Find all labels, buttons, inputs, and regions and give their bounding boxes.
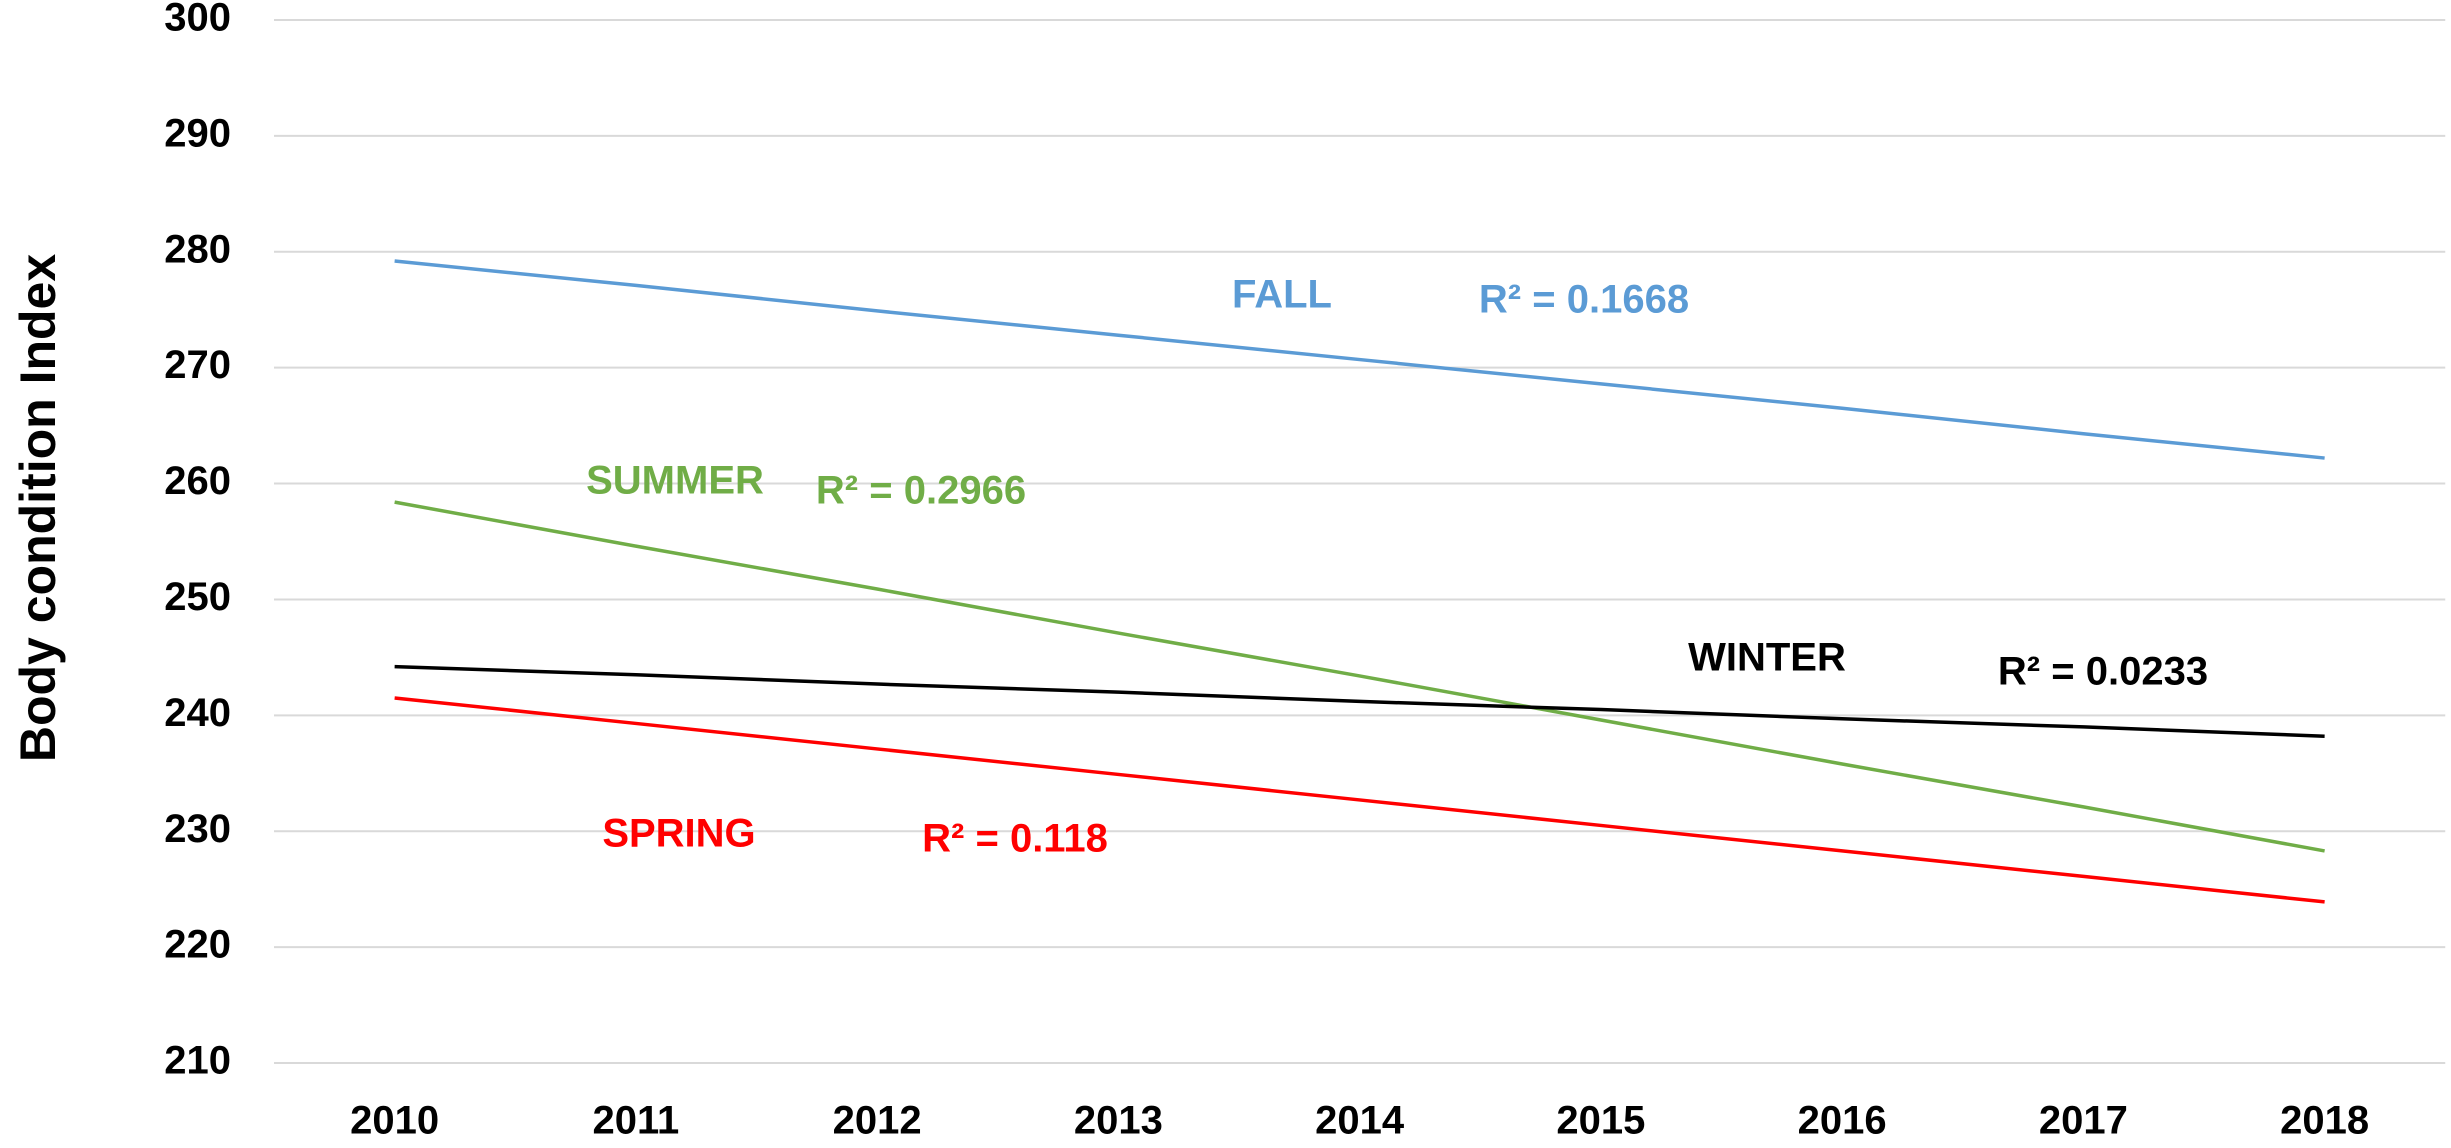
series-label: FALL — [1232, 273, 1332, 317]
y-tick-label: 230 — [164, 807, 231, 851]
x-tick-label: 2016 — [1798, 1099, 1887, 1143]
series-label: WINTER — [1688, 636, 1846, 680]
x-tick-label: 2013 — [1074, 1099, 1163, 1143]
x-tick-label: 2011 — [592, 1099, 679, 1143]
y-tick-label: 260 — [164, 459, 231, 503]
series-label: SPRING — [602, 812, 755, 856]
y-tick-label: 250 — [164, 575, 231, 619]
x-tick-label: 2012 — [833, 1099, 922, 1143]
y-tick-label: 270 — [164, 343, 231, 387]
r2-label: R² = 0.2966 — [816, 469, 1026, 513]
y-tick-label: 210 — [164, 1039, 231, 1083]
y-tick-label: 290 — [164, 111, 231, 155]
trend-line — [394, 696, 2325, 904]
trend-line — [394, 500, 2325, 853]
r2-label: R² = 0.0233 — [1998, 650, 2208, 694]
r2-label: R² = 0.1668 — [1479, 278, 1689, 322]
y-tick-label: 240 — [164, 691, 231, 735]
x-tick-label: 2015 — [1556, 1099, 1645, 1143]
y-tick-label: 220 — [164, 923, 231, 967]
trend-line — [394, 664, 2325, 738]
y-axis-title: Body condition Index — [10, 254, 66, 763]
x-tick-label: 2018 — [2280, 1099, 2369, 1143]
r2-label: R² = 0.118 — [922, 817, 1108, 861]
series-label: SUMMER — [586, 459, 764, 503]
x-tick-label: 2010 — [350, 1099, 439, 1143]
trend-line — [394, 259, 2325, 460]
x-tick-label: 2017 — [2039, 1099, 2128, 1143]
y-tick-label: 280 — [164, 227, 231, 271]
x-tick-label: 2014 — [1315, 1099, 1405, 1143]
y-tick-label: 300 — [164, 0, 231, 40]
